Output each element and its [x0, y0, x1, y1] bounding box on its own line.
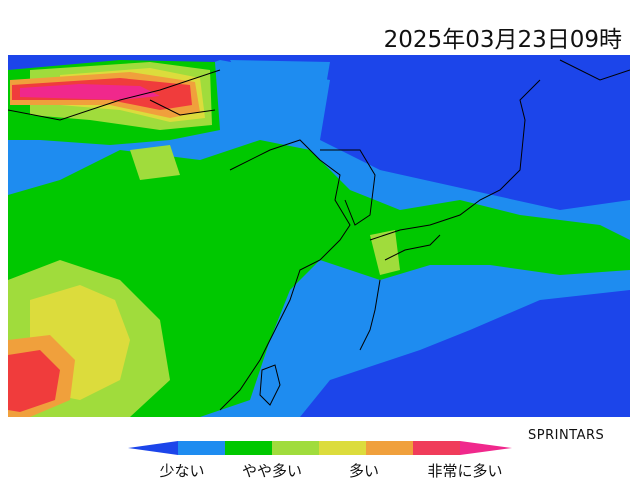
aerosol-field: [8, 55, 630, 417]
legend-label: やや多い: [241, 462, 303, 480]
legend-label: 非常に多い: [427, 462, 503, 480]
forecast-time: 2025年03月23日09時: [383, 27, 622, 53]
legend-bar: [128, 441, 512, 455]
legend-label: 少ない: [159, 462, 205, 480]
credit: SPRINTARS: [528, 428, 605, 443]
legend-label: 多い: [348, 462, 380, 480]
